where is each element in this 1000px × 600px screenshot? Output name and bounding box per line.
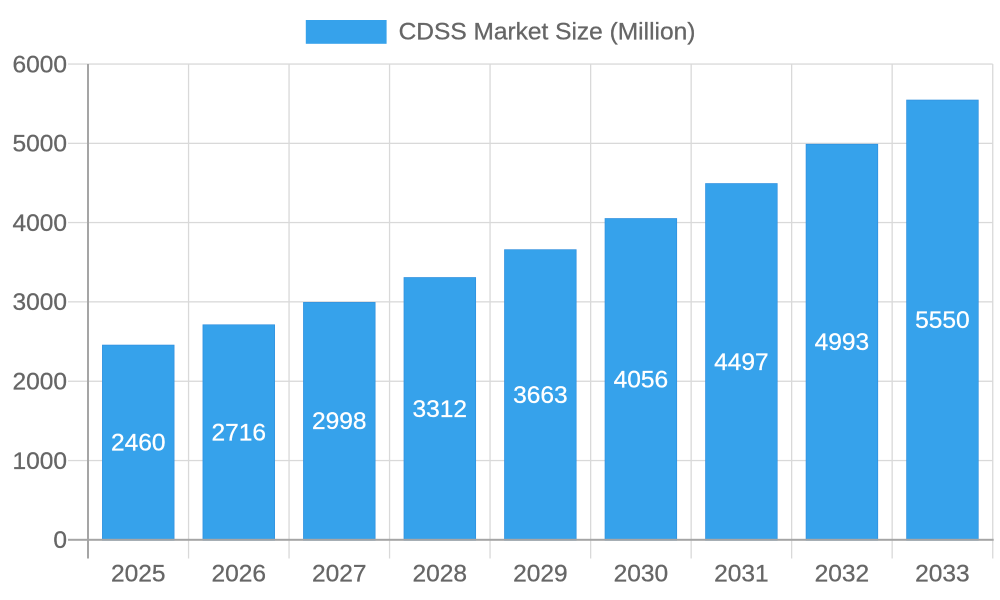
svg-text:5000: 5000: [12, 131, 67, 158]
svg-text:2998: 2998: [312, 408, 367, 435]
svg-text:2716: 2716: [212, 419, 267, 446]
svg-text:6000: 6000: [12, 51, 67, 78]
svg-text:3663: 3663: [513, 382, 568, 409]
svg-text:4056: 4056: [614, 366, 669, 393]
svg-text:3000: 3000: [12, 289, 67, 316]
svg-text:0: 0: [53, 527, 67, 554]
svg-text:2029: 2029: [513, 561, 568, 588]
svg-text:4993: 4993: [815, 329, 870, 356]
svg-text:2000: 2000: [12, 369, 67, 396]
svg-text:2025: 2025: [111, 561, 166, 588]
svg-text:4497: 4497: [714, 349, 769, 376]
svg-text:2032: 2032: [815, 561, 870, 588]
svg-text:2030: 2030: [614, 561, 669, 588]
svg-text:2028: 2028: [413, 561, 468, 588]
svg-text:3312: 3312: [413, 396, 468, 423]
svg-text:2460: 2460: [111, 430, 166, 457]
svg-text:2033: 2033: [915, 561, 970, 588]
svg-text:2026: 2026: [212, 561, 267, 588]
svg-text:1000: 1000: [12, 448, 67, 475]
svg-text:2027: 2027: [312, 561, 367, 588]
svg-text:5550: 5550: [915, 307, 970, 334]
svg-text:4000: 4000: [12, 210, 67, 237]
svg-text:2031: 2031: [714, 561, 769, 588]
svg-text:CDSS Market Size (Million): CDSS Market Size (Million): [399, 19, 696, 46]
